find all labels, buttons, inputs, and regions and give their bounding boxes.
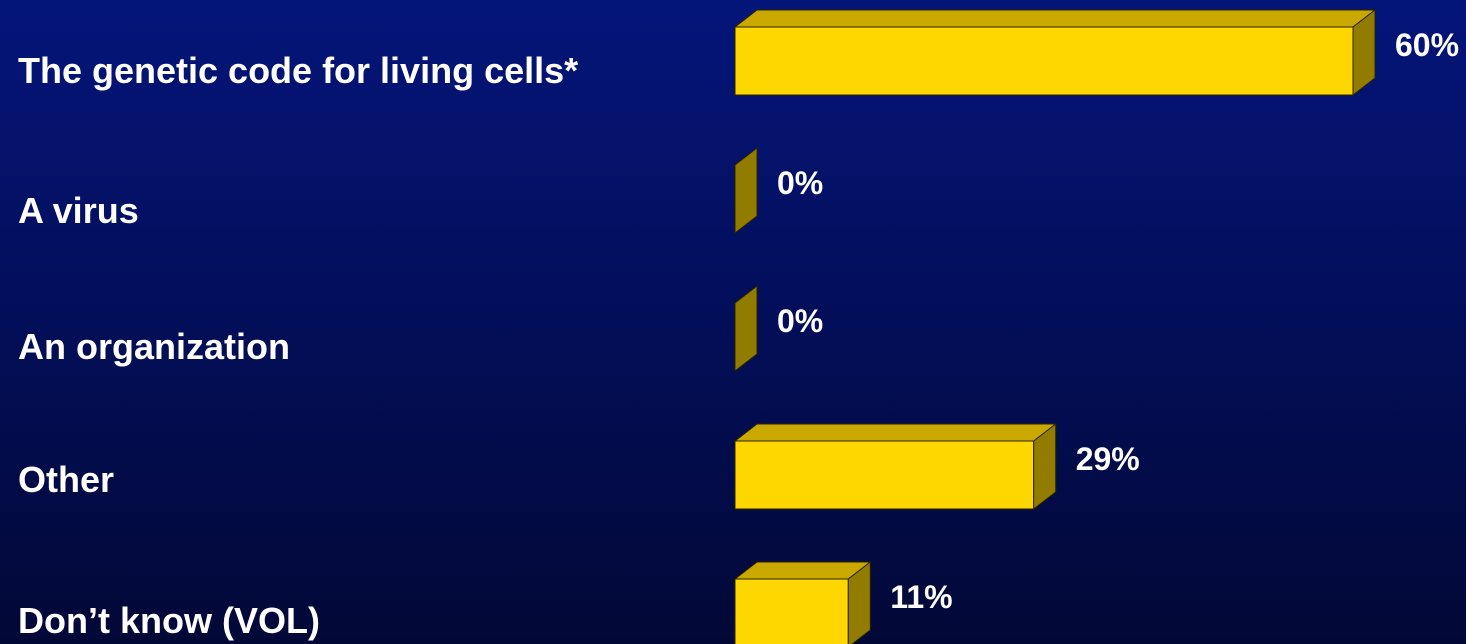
bar <box>733 560 872 644</box>
value-label: 0% <box>777 303 823 339</box>
value-label: 0% <box>777 165 823 201</box>
value-label: 29% <box>1076 441 1140 477</box>
bar <box>734 146 758 235</box>
bar-side-face <box>1033 422 1057 511</box>
category-labels-group: The genetic code for living cells* A viru… <box>18 50 578 641</box>
value-label: 60% <box>1395 27 1459 63</box>
bar-front-face <box>734 440 1035 510</box>
value-label: 11% <box>890 579 952 615</box>
category-label: Other <box>18 459 114 500</box>
bar <box>734 284 758 373</box>
category-label: A virus <box>18 190 139 231</box>
bar-side-face <box>734 284 758 373</box>
category-label: An organization <box>18 326 290 367</box>
bar-front-face <box>734 578 849 644</box>
bar-top-face <box>733 561 872 580</box>
bar-top-face <box>733 423 1058 442</box>
bar <box>733 8 1377 97</box>
bar-side-face <box>1352 8 1376 97</box>
bar-top-face <box>733 9 1377 28</box>
bar-front-face <box>734 26 1354 96</box>
bar <box>733 422 1058 511</box>
bar-side-face <box>847 560 871 644</box>
bars-group <box>733 8 1377 644</box>
bar-side-face <box>734 146 758 235</box>
value-labels-group: 60% 0% 0% 29% 11% <box>777 27 1459 615</box>
category-label: Don’t know (VOL) <box>18 600 320 641</box>
category-label: The genetic code for living cells* <box>18 50 578 91</box>
